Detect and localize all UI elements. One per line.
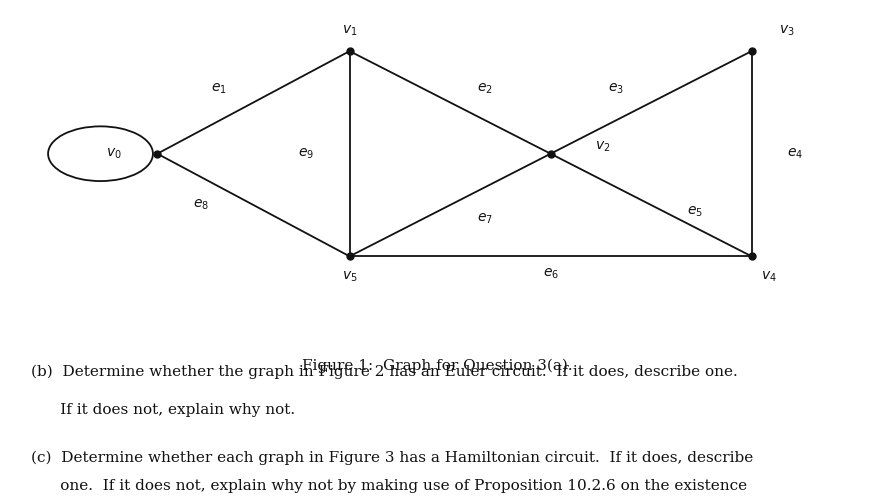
Text: $e_4$: $e_4$ (787, 146, 803, 161)
Text: $e_8$: $e_8$ (193, 198, 209, 212)
Text: $e_1$: $e_1$ (211, 81, 226, 96)
Text: $e_3$: $e_3$ (608, 81, 624, 96)
Text: $v_1$: $v_1$ (342, 23, 357, 38)
Text: $e_5$: $e_5$ (687, 205, 703, 219)
Text: If it does not, explain why not.: If it does not, explain why not. (31, 403, 295, 417)
Text: $v_5$: $v_5$ (342, 270, 357, 284)
Text: $e_9$: $e_9$ (298, 146, 314, 161)
Text: one.  If it does not, explain why not by making use of Proposition 10.2.6 on the: one. If it does not, explain why not by … (31, 479, 746, 493)
Text: Figure 1:  Graph for Question 3(a).: Figure 1: Graph for Question 3(a). (302, 359, 572, 373)
Text: $v_3$: $v_3$ (779, 23, 794, 38)
Text: $v_0$: $v_0$ (106, 146, 121, 161)
Text: $v_2$: $v_2$ (595, 140, 611, 154)
Text: $e_7$: $e_7$ (477, 211, 493, 226)
Text: (b)  Determine whether the graph in Figure 2 has an Euler circuit.  If it does, : (b) Determine whether the graph in Figur… (31, 364, 738, 379)
Text: (c)  Determine whether each graph in Figure 3 has a Hamiltonian circuit.  If it : (c) Determine whether each graph in Figu… (31, 450, 753, 465)
Text: $e_2$: $e_2$ (477, 81, 493, 96)
Text: $e_6$: $e_6$ (543, 266, 558, 281)
Text: $v_4$: $v_4$ (761, 270, 777, 284)
